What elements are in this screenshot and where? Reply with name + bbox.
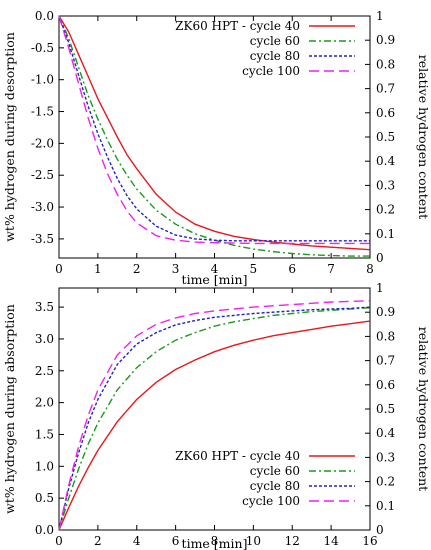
x-tick-label: 4 bbox=[211, 262, 219, 276]
absorption-chart: 0 2 4 6 8 10 12 14 16 0.0 0.5 1.0 1.5 2.0 2.5 3.0 3.5 0 0.… bbox=[2, 281, 431, 550]
x-axis-label: time [min] bbox=[182, 272, 248, 287]
y-tick-label: -3.0 bbox=[31, 200, 54, 214]
y-tick-label: 1.5 bbox=[35, 427, 54, 441]
y-right-tick-label: 0.5 bbox=[376, 402, 395, 416]
y-right-tick-label: 0.7 bbox=[376, 354, 395, 368]
series-line bbox=[58, 300, 371, 531]
y-tick-label: -0.5 bbox=[31, 41, 54, 55]
y-tick-label: 0.5 bbox=[35, 491, 54, 505]
y-tick-label: 1.0 bbox=[35, 459, 54, 473]
y-axis-label: wt% hydrogen during absorption bbox=[2, 304, 17, 514]
y-tick-label: 0.0 bbox=[35, 9, 54, 23]
y-right-tick-label: 0.8 bbox=[376, 57, 395, 71]
y-right-tick-label: 0.6 bbox=[376, 378, 395, 392]
x-tick-label: 4 bbox=[133, 534, 141, 548]
x-tick-label: 8 bbox=[366, 262, 374, 276]
x-tick-label: 5 bbox=[250, 262, 258, 276]
y-right-tick-label: 0 bbox=[376, 523, 384, 537]
x-tick-label: 8 bbox=[211, 534, 219, 548]
y-right-tick-label: 0.4 bbox=[376, 154, 395, 168]
legend-entry-label: cycle 60 bbox=[250, 34, 300, 48]
x-tick-label: 14 bbox=[323, 534, 339, 548]
y-tick-label: 2.5 bbox=[35, 364, 54, 378]
y-right-tick-label: 0.2 bbox=[376, 475, 395, 489]
y-right-tick-label: 0.9 bbox=[376, 305, 395, 319]
y-right-tick-label: 0.6 bbox=[376, 106, 395, 120]
plot-frame bbox=[58, 15, 371, 259]
series-line bbox=[58, 15, 370, 245]
legend-entry-label: cycle 100 bbox=[242, 64, 300, 78]
y-right-axis-label: relative hydrogen content bbox=[416, 55, 431, 219]
legend-entry-label: ZK60 HPT - cycle 40 bbox=[175, 19, 300, 33]
series-line bbox=[58, 320, 371, 531]
y-tick-label: 3.5 bbox=[35, 300, 54, 314]
x-tick-label: 2 bbox=[94, 534, 102, 548]
y-right-tick-label: 0.1 bbox=[376, 227, 395, 241]
x-tick-label: 7 bbox=[327, 262, 335, 276]
series-line bbox=[58, 307, 371, 531]
legend-entry-label: cycle 80 bbox=[250, 49, 300, 63]
y-right-tick-label: 0.2 bbox=[376, 203, 395, 217]
y-right-tick-label: 0.8 bbox=[376, 329, 395, 343]
x-tick-label: 1 bbox=[94, 262, 102, 276]
y-tick-label: -3.5 bbox=[31, 232, 54, 246]
legend-entry-label: cycle 80 bbox=[250, 479, 300, 493]
y-right-tick-label: 1 bbox=[376, 9, 384, 23]
y-right-tick-label: 0.5 bbox=[376, 130, 395, 144]
legend-entry-label: cycle 60 bbox=[250, 464, 300, 478]
y-right-tick-label: 0.3 bbox=[376, 178, 395, 192]
series-line bbox=[58, 15, 370, 242]
x-tick-label: 12 bbox=[285, 534, 300, 548]
y-right-tick-label: 0.4 bbox=[376, 426, 395, 440]
desorption-chart: 0 1 2 3 4 5 6 7 8 0.0 -0.5 -1.0 -1.5 -2.0 -2.5 -3.0 -3.5… bbox=[2, 9, 431, 287]
y-right-tick-label: 0.9 bbox=[376, 33, 395, 47]
y-right-tick-label: 1 bbox=[376, 281, 384, 295]
x-tick-label: 2 bbox=[133, 262, 141, 276]
y-right-tick-label: 0.7 bbox=[376, 82, 395, 96]
y-tick-label: -2.0 bbox=[31, 136, 54, 150]
x-tick-label: 10 bbox=[246, 534, 261, 548]
x-axis-label: time [min] bbox=[182, 536, 248, 550]
x-tick-label: 3 bbox=[172, 262, 180, 276]
x-tick-label: 0 bbox=[55, 534, 63, 548]
y-tick-label: -1.0 bbox=[31, 73, 54, 87]
series-line bbox=[58, 15, 370, 257]
series-line bbox=[58, 15, 371, 251]
x-tick-label: 0 bbox=[55, 262, 63, 276]
y-axis-label: wt% hydrogen during desorption bbox=[2, 32, 17, 242]
y-tick-label: -1.5 bbox=[31, 105, 54, 119]
legend-entry-label: cycle 100 bbox=[242, 494, 300, 508]
y-tick-label: 2.0 bbox=[35, 396, 54, 410]
x-tick-label: 6 bbox=[172, 534, 180, 548]
plot-frame bbox=[58, 287, 371, 531]
y-right-axis-label: relative hydrogen content bbox=[416, 327, 431, 491]
y-tick-label: 0.0 bbox=[35, 523, 54, 537]
y-right-tick-label: 0.1 bbox=[376, 499, 395, 513]
x-tick-label: 6 bbox=[288, 262, 296, 276]
y-tick-label: -2.5 bbox=[31, 168, 54, 182]
y-right-tick-label: 0.3 bbox=[376, 450, 395, 464]
x-tick-label: 16 bbox=[362, 534, 377, 548]
y-right-tick-label: 0 bbox=[376, 251, 384, 265]
legend-entry-label: ZK60 HPT - cycle 40 bbox=[175, 449, 300, 463]
y-tick-label: 3.0 bbox=[35, 332, 54, 346]
series-line bbox=[58, 306, 371, 531]
